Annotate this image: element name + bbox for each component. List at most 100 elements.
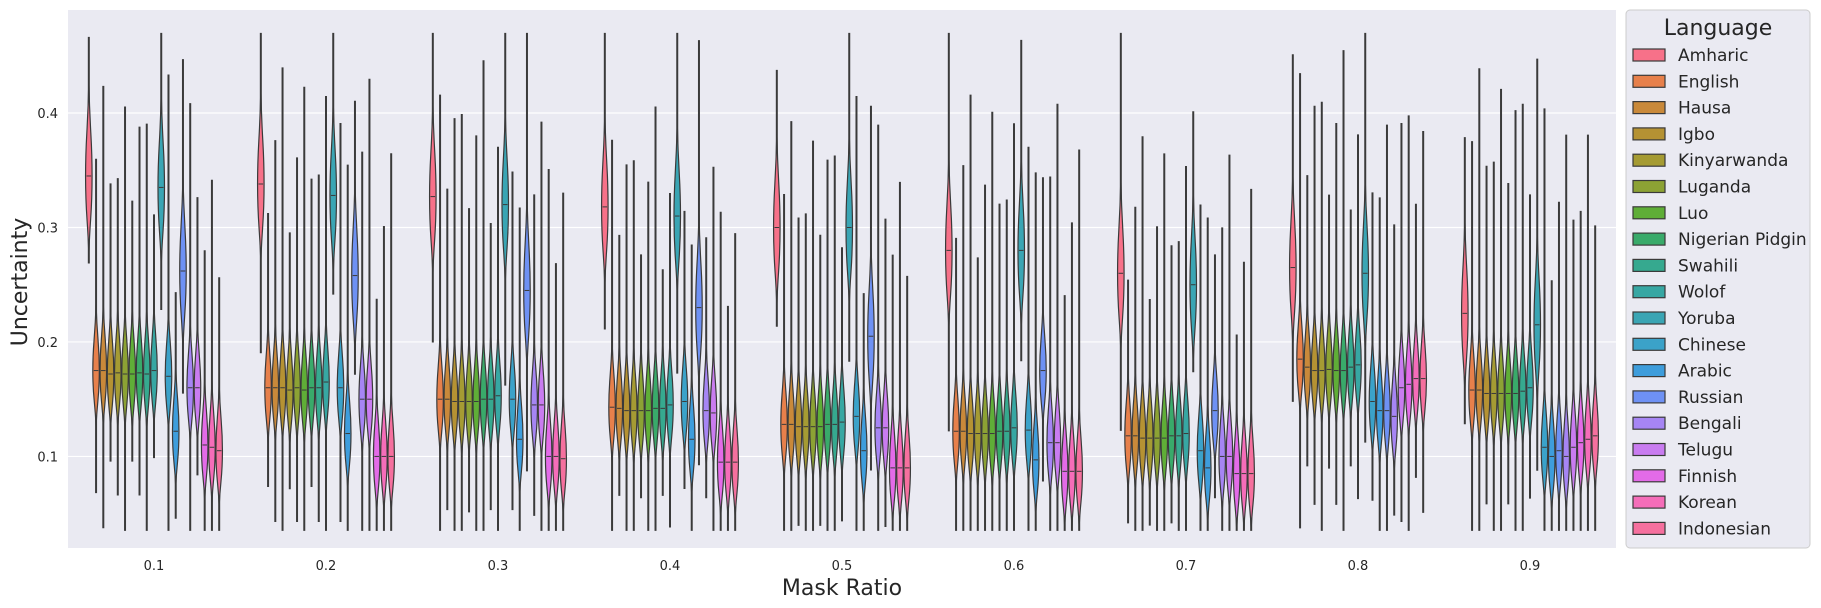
violin-body xyxy=(1555,384,1563,506)
violin-body xyxy=(1354,298,1362,420)
violin-body xyxy=(966,367,975,489)
x-tick-label: 0.1 xyxy=(144,559,165,574)
violin-body xyxy=(845,134,854,306)
legend-swatch xyxy=(1632,48,1666,62)
legend-label: Luganda xyxy=(1678,178,1751,198)
violin-body xyxy=(1346,301,1355,423)
violin-body xyxy=(1547,390,1556,512)
violin-body xyxy=(121,308,129,429)
violin-body xyxy=(1247,407,1256,529)
violin-body xyxy=(1511,327,1520,449)
violin-body xyxy=(1288,174,1297,346)
violin-body xyxy=(171,365,180,487)
violin-body xyxy=(278,321,287,443)
violin-body xyxy=(99,304,108,426)
violin-body xyxy=(1218,390,1227,512)
violin-body xyxy=(709,346,718,468)
violin-body xyxy=(1145,372,1154,494)
violin-body xyxy=(1039,304,1047,426)
violin-body xyxy=(380,390,388,512)
x-tick-label: 0.6 xyxy=(1004,559,1025,574)
violin-body xyxy=(658,342,667,464)
violin-body xyxy=(716,396,725,518)
violin-body xyxy=(293,321,301,443)
violin-body xyxy=(436,333,444,455)
violin-body xyxy=(695,214,703,386)
violin-body xyxy=(215,384,224,506)
violin-body xyxy=(1232,407,1241,529)
violin-body xyxy=(1591,369,1600,491)
violin-body xyxy=(959,365,968,487)
violin-body xyxy=(465,335,473,457)
violin-body xyxy=(666,338,674,460)
violin-body xyxy=(724,396,732,518)
violin-body xyxy=(859,384,868,506)
violin-body xyxy=(1174,369,1183,491)
legend-label: Finnish xyxy=(1678,467,1737,487)
legend-swatch xyxy=(1632,179,1666,194)
violin-body xyxy=(1310,304,1319,426)
x-tick-labels: 0.1 0.2 0.3 0.4 0.5 0.6 0.7 0.8 0.9 xyxy=(144,559,1541,574)
violin-body xyxy=(508,333,517,455)
violin-body xyxy=(450,335,459,457)
violin-body xyxy=(1017,156,1026,329)
legend-label: Yoruba xyxy=(1677,309,1736,329)
violin-body xyxy=(1390,350,1399,472)
violin-body xyxy=(1475,324,1484,446)
legend-label: Hausa xyxy=(1678,99,1731,119)
violin-body xyxy=(164,310,173,432)
violin-body xyxy=(1211,344,1219,466)
violin-body xyxy=(680,335,689,457)
violin-body xyxy=(1412,312,1420,434)
violin-body xyxy=(1404,318,1413,440)
legend-label: Luo xyxy=(1678,204,1708,224)
y-tick-label: 0.4 xyxy=(37,107,58,122)
legend-swatch xyxy=(1632,100,1666,115)
violin-body xyxy=(816,360,825,482)
violin-body xyxy=(644,344,653,466)
violin-body xyxy=(479,333,488,455)
violin-body xyxy=(1569,381,1578,503)
violin-body xyxy=(537,338,546,460)
x-tick-label: 0.9 xyxy=(1520,559,1541,574)
violin-body xyxy=(637,344,645,466)
x-axis-label: Mask Ratio xyxy=(782,576,902,601)
violin-body xyxy=(1046,376,1055,498)
violin-body xyxy=(874,361,883,483)
violin-body xyxy=(1225,390,1234,512)
violin-body xyxy=(358,333,367,455)
x-tick-label: 0.8 xyxy=(1348,559,1369,574)
violin-body xyxy=(1167,369,1176,491)
violin-body xyxy=(530,338,539,460)
violin-body xyxy=(515,373,524,495)
violin-body xyxy=(673,122,682,294)
violin-body xyxy=(1497,327,1505,449)
legend-label: Swahili xyxy=(1678,256,1738,276)
violin-body xyxy=(1203,401,1212,523)
y-tick-label: 0.3 xyxy=(37,221,58,236)
violin-body xyxy=(1383,344,1391,466)
violin-body xyxy=(106,308,115,429)
violin-body xyxy=(128,308,137,429)
violin-body xyxy=(600,113,609,285)
violin-body xyxy=(472,335,481,457)
legend-label: Indonesian xyxy=(1678,519,1771,539)
legend-swatch xyxy=(1632,521,1666,536)
violin-body xyxy=(1024,364,1033,486)
violin-body xyxy=(387,390,396,512)
violin-body xyxy=(1332,304,1341,426)
violin-body xyxy=(1368,335,1377,457)
legend: Language Amharic English Hausa Igbo Kinyarwa… xyxy=(1625,9,1811,549)
violin-body xyxy=(365,333,374,455)
violin-body xyxy=(179,177,187,349)
violin-body xyxy=(428,103,437,275)
violin-body xyxy=(830,358,839,480)
violin-body xyxy=(501,111,510,283)
violin-body xyxy=(1468,324,1476,446)
legend-swatch xyxy=(1632,364,1666,378)
violin-body xyxy=(351,182,359,354)
violin-body xyxy=(1189,191,1198,363)
violin-body xyxy=(1460,219,1469,392)
violin-body xyxy=(322,316,330,437)
legend-swatch xyxy=(1632,390,1666,404)
